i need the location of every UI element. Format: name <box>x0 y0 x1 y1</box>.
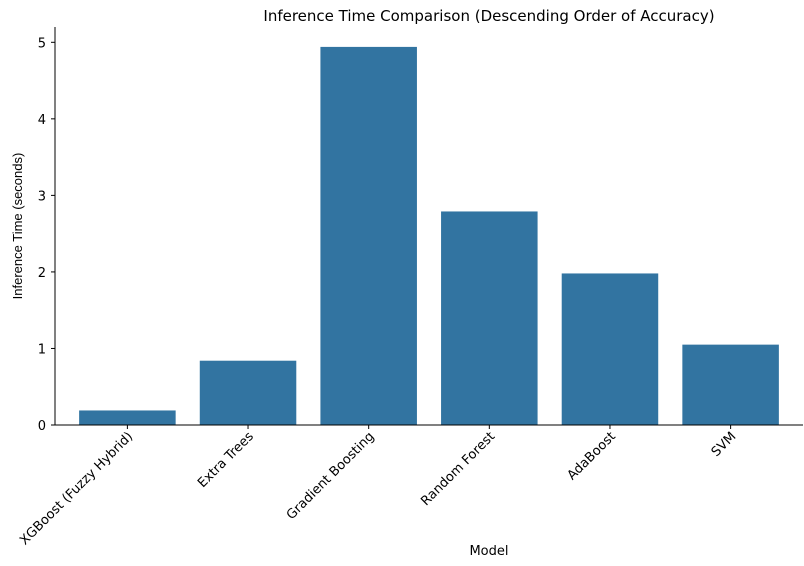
x-tick-label: Gradient Boosting <box>284 429 378 523</box>
x-axis-label: Model <box>469 544 508 559</box>
x-tick-label: XGBoost (Fuzzy Hybrid) <box>17 429 136 548</box>
y-axis: 0 1 2 3 4 5 <box>38 27 56 434</box>
y-tick-label: 5 <box>38 36 46 51</box>
x-tick-label: AdaBoost <box>565 429 619 483</box>
x-tick-label: Extra Trees <box>195 429 257 491</box>
y-tick-label: 0 <box>38 419 46 434</box>
y-axis-label: Inference Time (seconds) <box>10 153 25 300</box>
bar-2 <box>320 46 417 426</box>
bars-group <box>79 46 779 426</box>
bar-0 <box>79 410 176 425</box>
x-axis: XGBoost (Fuzzy Hybrid) Extra Trees Gradien… <box>17 424 803 548</box>
chart-title: Inference Time Comparison (Descending Or… <box>263 7 714 25</box>
bar-4 <box>561 273 659 425</box>
bar-1 <box>199 360 297 425</box>
y-tick-label: 3 <box>38 189 46 204</box>
bar-3 <box>441 211 538 425</box>
bar-5 <box>682 344 779 425</box>
y-tick-label: 2 <box>38 266 46 281</box>
y-tick-label: 4 <box>38 113 46 128</box>
x-tick-label: Random Forest <box>418 429 498 509</box>
x-tick-label: SVM <box>709 429 740 460</box>
y-tick-label: 1 <box>38 342 46 357</box>
